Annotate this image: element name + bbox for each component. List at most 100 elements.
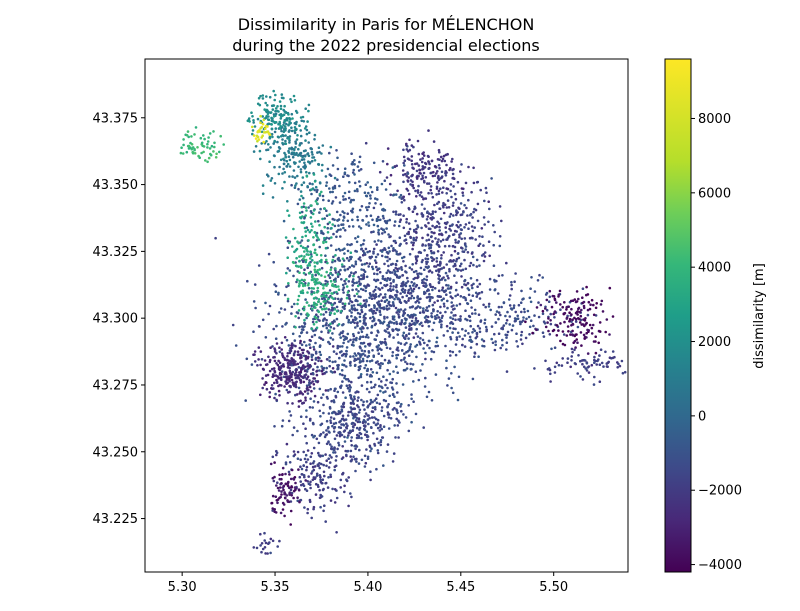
y-tick-label: 43.250: [93, 445, 139, 460]
scatter-point: [313, 138, 316, 141]
scatter-point: [500, 219, 503, 223]
scatter-point: [436, 299, 440, 303]
scatter-point: [379, 443, 383, 447]
scatter-point: [366, 438, 369, 442]
scatter-point: [311, 465, 315, 469]
scatter-point: [288, 135, 292, 138]
scatter-point: [321, 163, 324, 167]
scatter-point: [187, 144, 191, 148]
scatter-point: [510, 328, 514, 332]
scatter-point: [347, 504, 350, 508]
scatter-point: [647, 362, 650, 365]
scatter-point: [206, 160, 209, 164]
scatter-point: [559, 308, 562, 312]
scatter-point: [333, 488, 337, 491]
scatter-point: [395, 356, 399, 360]
scatter-point: [586, 328, 589, 332]
scatter-point: [469, 277, 473, 280]
scatter-point: [304, 399, 307, 402]
scatter-point: [386, 386, 389, 390]
scatter-point: [260, 358, 264, 361]
scatter-point: [399, 405, 402, 408]
scatter-point: [436, 181, 439, 184]
scatter-point: [352, 274, 355, 278]
scatter-point: [388, 287, 392, 291]
scatter-point: [391, 271, 394, 274]
scatter-point: [470, 306, 473, 309]
scatter-point: [323, 504, 326, 508]
scatter-point: [328, 342, 332, 346]
scatter-point: [317, 359, 320, 363]
scatter-point: [563, 343, 567, 347]
scatter-point: [312, 303, 316, 307]
scatter-point: [393, 239, 397, 243]
x-tick-label: 5.50: [539, 580, 568, 595]
scatter-point: [317, 451, 320, 455]
scatter-point: [340, 369, 344, 372]
scatter-point: [478, 330, 482, 334]
scatter-point: [402, 368, 406, 372]
scatter-point: [407, 176, 411, 179]
scatter-point: [308, 343, 311, 346]
scatter-point: [273, 139, 277, 143]
scatter-point: [430, 312, 433, 315]
scatter-point: [475, 332, 479, 336]
scatter-point: [476, 202, 480, 206]
scatter-point: [422, 347, 425, 350]
scatter-point: [608, 356, 612, 360]
scatter-point: [405, 294, 409, 298]
scatter-point: [328, 407, 332, 410]
scatter-point: [321, 481, 324, 485]
scatter-point: [310, 159, 314, 163]
scatter-point: [520, 320, 523, 324]
scatter-point: [324, 389, 328, 392]
scatter-point: [282, 113, 286, 116]
scatter-point: [379, 240, 383, 243]
scatter-point: [586, 308, 590, 312]
scatter-point: [268, 95, 272, 99]
scatter-point: [476, 219, 480, 223]
scatter-point: [442, 211, 446, 215]
scatter-point: [359, 287, 363, 291]
scatter-point: [376, 418, 380, 422]
scatter-point: [343, 229, 347, 232]
scatter-point: [297, 284, 301, 288]
scatter-point: [287, 282, 290, 285]
scatter-point: [331, 367, 335, 370]
scatter-point: [416, 276, 419, 280]
scatter-point: [341, 283, 345, 287]
scatter-point: [388, 335, 391, 338]
scatter-point: [440, 176, 444, 179]
scatter-point: [613, 355, 616, 359]
scatter-point: [305, 132, 309, 136]
scatter-point: [362, 319, 366, 322]
scatter-point: [582, 300, 586, 304]
scatter-point: [569, 333, 572, 336]
scatter-point: [365, 387, 369, 391]
scatter-point: [396, 391, 399, 394]
scatter-point: [325, 181, 329, 184]
scatter-point: [408, 345, 412, 349]
scatter-point: [358, 408, 362, 412]
scatter-point: [274, 290, 278, 294]
scatter-point: [298, 279, 302, 283]
scatter-point: [254, 137, 258, 140]
scatter-point: [360, 205, 364, 208]
scatter-point: [421, 324, 424, 328]
scatter-point: [267, 143, 270, 146]
scatter-point: [372, 290, 375, 293]
scatter-point: [555, 361, 559, 365]
scatter-point: [425, 278, 429, 282]
scatter-point: [445, 324, 449, 328]
scatter-point: [420, 226, 423, 230]
scatter-point: [343, 440, 347, 443]
scatter-point: [430, 399, 434, 402]
scatter-point: [297, 468, 300, 471]
scatter-point: [374, 197, 377, 200]
scatter-point: [319, 493, 323, 497]
scatter-point: [317, 441, 321, 445]
scatter-point: [372, 223, 376, 227]
scatter-point: [571, 318, 574, 322]
scatter-point: [432, 251, 436, 254]
scatter-point: [631, 365, 634, 368]
